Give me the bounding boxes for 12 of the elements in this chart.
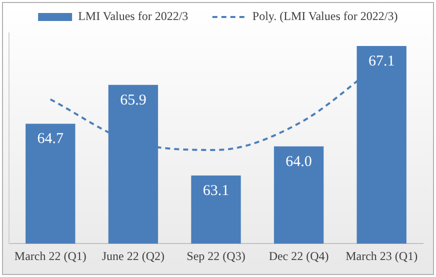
x-tick-label: March 23 (Q1) [346,248,418,263]
data-label: 67.1 [368,53,395,70]
data-label: 65.9 [120,92,146,108]
legend-label: Poly. (LMI Values for 2022/3) [252,9,398,24]
data-label: 63.1 [202,182,230,199]
legend-label: LMI Values for 2022/3 [78,9,188,24]
x-tick-label: Dec 22 (Q4) [268,248,329,263]
x-tick-label: Sep 22 (Q3) [186,248,246,263]
data-label: 64.0 [286,154,312,170]
x-tick-label: June 22 (Q2) [102,248,165,263]
x-tick-label: March 22 (Q1) [14,248,86,263]
data-label: 64.7 [37,131,64,148]
